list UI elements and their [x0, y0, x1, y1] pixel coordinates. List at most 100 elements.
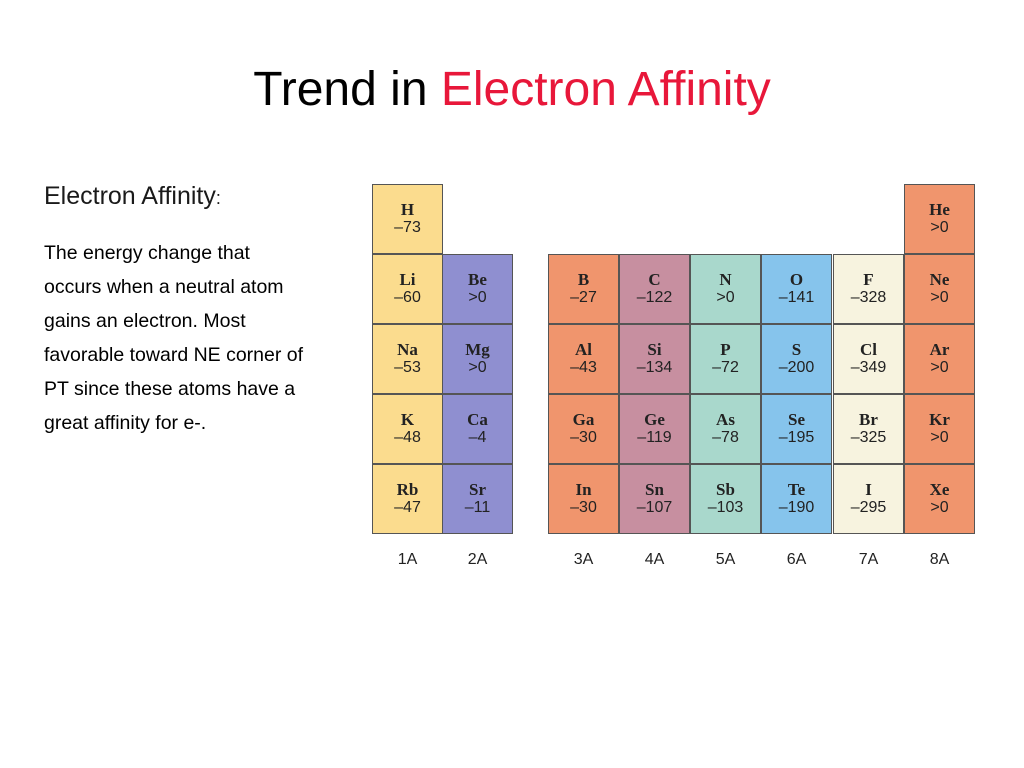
element-symbol: Li	[399, 270, 416, 289]
element-cell: F –328	[833, 254, 904, 324]
element-symbol: O	[789, 270, 804, 289]
element-cell: Li –60	[372, 254, 443, 324]
element-symbol: P	[720, 340, 731, 359]
element-cell: Ar >0	[904, 324, 975, 394]
element-symbol: Se	[788, 410, 805, 429]
element-symbol: In	[575, 480, 592, 499]
element-symbol: C	[648, 270, 661, 289]
group-label: 8A	[929, 551, 950, 568]
element-cell: Ge –119	[619, 394, 690, 464]
group-label: 6A	[786, 551, 807, 568]
element-value: –190	[778, 499, 815, 516]
element-cell: Ne >0	[904, 254, 975, 324]
title-highlight: Electron Affinity	[440, 63, 771, 116]
element-symbol: As	[716, 410, 735, 429]
element-value: –295	[850, 499, 887, 516]
element-symbol: F	[863, 270, 874, 289]
element-symbol: Ca	[467, 410, 488, 429]
heading-term: Electron Affinity	[44, 182, 216, 210]
element-cell: I –295	[833, 464, 904, 534]
element-cell: Sn –107	[619, 464, 690, 534]
element-cell: Sb –103	[690, 464, 761, 534]
element-value: –73	[394, 219, 421, 236]
element-value: >0	[468, 359, 487, 376]
element-cell: Sr –11	[442, 464, 513, 534]
element-symbol: He	[929, 200, 950, 219]
element-cell: Be >0	[442, 254, 513, 324]
element-value: –195	[778, 429, 815, 446]
group-label: 5A	[715, 551, 736, 568]
element-symbol: Cl	[860, 340, 877, 359]
element-cell: Kr >0	[904, 394, 975, 464]
element-cell: Cl –349	[833, 324, 904, 394]
element-value: –349	[850, 359, 887, 376]
element-value: –72	[712, 359, 739, 376]
group-label: 2A	[467, 551, 488, 568]
element-symbol: Ga	[572, 410, 595, 429]
element-value: –134	[636, 359, 673, 376]
element-symbol: Xe	[929, 480, 950, 499]
element-cell: Xe >0	[904, 464, 975, 534]
body-text: The energy change that occurs when a neu…	[44, 242, 304, 434]
element-value: –53	[394, 359, 421, 376]
element-cell: Si –134	[619, 324, 690, 394]
element-symbol: Ge	[644, 410, 665, 429]
element-cell: Se –195	[761, 394, 832, 464]
element-value: –119	[637, 429, 672, 446]
element-cell: Mg >0	[442, 324, 513, 394]
element-value: >0	[716, 289, 735, 306]
heading: Electron Affinity:	[44, 182, 221, 211]
element-value: >0	[930, 359, 949, 376]
element-cell: B –27	[548, 254, 619, 324]
element-cell: N >0	[690, 254, 761, 324]
element-symbol: Kr	[929, 410, 950, 429]
element-cell: He >0	[904, 184, 975, 254]
element-value: >0	[930, 429, 949, 446]
heading-colon: :	[215, 188, 221, 208]
element-value: –200	[778, 359, 815, 376]
group-label: 3A	[573, 551, 594, 568]
element-value: –103	[707, 499, 744, 516]
element-symbol: B	[577, 270, 590, 289]
element-value: –60	[394, 289, 421, 306]
element-symbol: Sb	[716, 480, 735, 499]
element-value: –141	[778, 289, 815, 306]
element-symbol: S	[791, 340, 802, 359]
group-label: 7A	[858, 551, 879, 568]
element-cell: Rb –47	[372, 464, 443, 534]
element-value: >0	[930, 219, 949, 236]
element-value: –27	[570, 289, 597, 306]
element-symbol: K	[400, 410, 415, 429]
element-symbol: Sr	[469, 480, 486, 499]
element-cell: Ca –4	[442, 394, 513, 464]
element-symbol: Be	[468, 270, 487, 289]
element-symbol: Na	[397, 340, 418, 359]
element-value: >0	[468, 289, 487, 306]
element-value: –107	[636, 499, 673, 516]
element-cell: K –48	[372, 394, 443, 464]
element-symbol: Sn	[645, 480, 664, 499]
element-value: –11	[464, 499, 491, 516]
element-symbol: Si	[647, 340, 662, 359]
element-symbol: I	[865, 480, 872, 499]
element-symbol: Te	[787, 480, 806, 499]
element-cell: Ga –30	[548, 394, 619, 464]
element-symbol: Br	[859, 410, 878, 429]
element-cell: O –141	[761, 254, 832, 324]
element-value: –328	[850, 289, 887, 306]
element-symbol: Mg	[465, 340, 490, 359]
element-symbol: N	[719, 270, 732, 289]
element-value: >0	[930, 499, 949, 516]
element-value: –78	[712, 429, 739, 446]
element-cell: Al –43	[548, 324, 619, 394]
element-value: –47	[394, 499, 421, 516]
element-value: –48	[394, 429, 421, 446]
element-symbol: H	[400, 200, 415, 219]
element-value: –325	[850, 429, 887, 446]
element-value: –30	[570, 499, 597, 516]
element-cell: H –73	[372, 184, 443, 254]
element-symbol: Rb	[396, 480, 419, 499]
element-cell: S –200	[761, 324, 832, 394]
group-label: 4A	[644, 551, 665, 568]
